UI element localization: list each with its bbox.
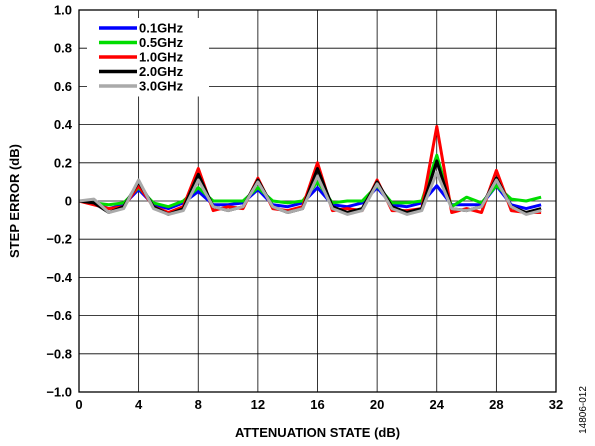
x-tick-label: 28 — [489, 397, 503, 412]
y-tick-label: 1.0 — [54, 3, 72, 18]
y-tick-label: 0.2 — [54, 155, 72, 170]
x-tick-label: 12 — [251, 397, 265, 412]
y-tick-label: 0.4 — [54, 117, 73, 132]
y-tick-label: 0 — [65, 194, 72, 209]
y-tick-label: −0.8 — [46, 346, 72, 361]
x-tick-label: 16 — [310, 397, 324, 412]
tick-labels: 0 4 8 12 16 20 24 28 32 −1.0 −0.8 −0.6 −0.4 −0.2 0 0.2 0… — [46, 3, 563, 413]
legend-label: 3.0GHz — [139, 79, 184, 94]
series-line-3-0ghz — [78, 170, 542, 216]
x-tick-label: 4 — [135, 397, 143, 412]
y-tick-label: −0.2 — [46, 232, 72, 247]
figure-code: 14806-012 — [578, 386, 589, 434]
y-tick-label: −0.6 — [46, 308, 72, 323]
plot-frame — [78, 9, 557, 393]
y-axis-label: STEP ERROR (dB) — [7, 144, 22, 258]
x-tick-label: 0 — [75, 397, 82, 412]
x-tick-label: 8 — [195, 397, 202, 412]
x-tick-label: 32 — [549, 397, 563, 412]
legend-label: 2.0GHz — [139, 64, 184, 79]
x-tick-label: 20 — [370, 397, 384, 412]
legend-label: 0.5GHz — [139, 35, 184, 50]
series-lines — [78, 125, 542, 216]
y-tick-label: 0.6 — [54, 79, 72, 94]
legend-label: 1.0GHz — [139, 50, 184, 65]
x-axis-label: ATTENUATION STATE (dB) — [235, 425, 400, 440]
y-tick-label: −0.4 — [46, 270, 72, 285]
x-tick-label: 24 — [430, 397, 445, 412]
y-tick-label: 0.8 — [54, 41, 72, 56]
legend-label: 0.1GHz — [139, 21, 184, 36]
y-tick-label: −1.0 — [46, 385, 72, 400]
series-line-2-0ghz — [78, 159, 542, 216]
